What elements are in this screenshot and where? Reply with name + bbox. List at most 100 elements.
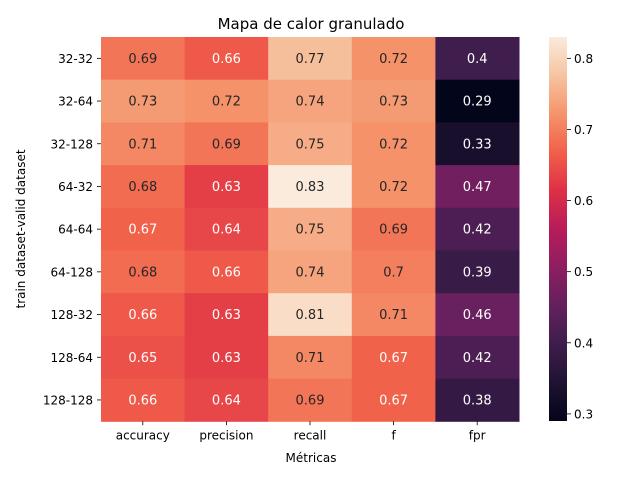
heatmap-cell — [184, 165, 269, 209]
cell-value-label: 0.39 — [463, 265, 492, 280]
heatmap-cell — [268, 122, 353, 166]
cell-value-label: 0.46 — [463, 308, 492, 323]
cell-value-label: 0.66 — [212, 52, 241, 67]
cell-value-label: 0.73 — [128, 95, 157, 110]
cell-value-label: 0.72 — [379, 52, 408, 67]
cell-value-label: 0.38 — [463, 393, 492, 408]
cell-value-label: 0.66 — [128, 393, 157, 408]
heatmap-cell — [268, 37, 353, 81]
cell-value-label: 0.66 — [212, 265, 241, 280]
cell-value-label: 0.42 — [463, 223, 492, 238]
x-axis-label: Métricas — [286, 451, 337, 465]
y-tick-label: 32-128 — [50, 137, 93, 151]
colorbar-tick-label: 0.6 — [574, 194, 593, 208]
heatmap-cell — [184, 122, 269, 166]
heatmap-cell — [101, 122, 186, 166]
heatmap-cell — [351, 335, 436, 380]
cell-value-label: 0.68 — [128, 180, 157, 195]
heatmap-cell — [351, 207, 436, 251]
cell-value-label: 0.29 — [463, 95, 492, 110]
heatmap-cell — [435, 293, 520, 337]
heatmap-cell — [351, 250, 436, 294]
cell-value-label: 0.67 — [128, 223, 157, 238]
cell-value-label: 0.47 — [463, 180, 492, 195]
heatmap-cell — [435, 250, 520, 294]
heatmap-cell — [268, 79, 353, 123]
y-tick-label: 32-64 — [58, 95, 93, 109]
heatmap-cell — [184, 250, 269, 294]
cell-value-label: 0.69 — [379, 223, 408, 238]
colorbar-gradient — [549, 37, 567, 421]
heatmap-cell — [184, 207, 269, 251]
heatmap-cell — [351, 378, 436, 422]
cell-value-label: 0.71 — [379, 308, 408, 323]
heatmap-cell — [101, 165, 186, 209]
y-tick-label: 64-64 — [58, 223, 93, 237]
heatmap-cell — [268, 335, 353, 380]
heatmap-cell — [435, 37, 520, 81]
heatmap-cell — [435, 79, 520, 123]
y-tick-label: 128-64 — [50, 351, 93, 365]
heatmap-cell — [351, 122, 436, 166]
heatmap-cell — [184, 293, 269, 337]
x-tick-label: accuracy — [116, 428, 170, 442]
heatmap-cell — [435, 335, 520, 380]
heatmap-cell — [351, 165, 436, 209]
heatmap-cell — [101, 293, 186, 337]
cell-value-label: 0.33 — [463, 137, 492, 152]
heatmap-cell — [101, 250, 186, 294]
heatmap-cell — [435, 207, 520, 251]
heatmap-cells: 0.69 0.66 0.77 0.72 0.4 0.73 0.72 0.74 0.73 0.29 0… — [101, 37, 520, 422]
colorbar: 0.3 0.4 0.5 0.6 0.7 0.8 — [549, 37, 593, 421]
heatmap-cell — [101, 79, 186, 123]
cell-value-label: 0.68 — [128, 265, 157, 280]
y-tick-labels: 32-32 32-64 32-128 64-32 64-64 64-128 128-32 12… — [43, 52, 101, 407]
colorbar-tick-label: 0.3 — [574, 407, 593, 421]
cell-value-label: 0.67 — [379, 351, 408, 366]
heatmap-cell — [435, 378, 520, 422]
heatmap-cell — [101, 207, 186, 251]
x-tick-label: recall — [294, 428, 327, 442]
cell-value-label: 0.69 — [296, 393, 325, 408]
cell-value-label: 0.81 — [296, 308, 325, 323]
heatmap-cell — [101, 378, 186, 422]
heatmap-cell — [268, 165, 353, 209]
chart-title: Mapa de calor granulado — [218, 15, 405, 33]
cell-value-label: 0.75 — [296, 223, 325, 238]
cell-value-label: 0.69 — [128, 52, 157, 67]
cell-value-label: 0.66 — [128, 308, 157, 323]
cell-value-label: 0.77 — [296, 52, 325, 67]
cell-value-label: 0.63 — [212, 308, 241, 323]
cell-value-label: 0.63 — [212, 351, 241, 366]
y-tick-label: 64-32 — [58, 180, 93, 194]
heatmap-cell — [268, 207, 353, 251]
colorbar-tick-label: 0.5 — [574, 265, 593, 279]
heatmap-cell — [268, 293, 353, 337]
heatmap-cell — [268, 378, 353, 422]
y-tick-label: 64-128 — [50, 265, 93, 279]
heatmap-cell — [268, 250, 353, 294]
heatmap-cell — [351, 79, 436, 123]
cell-value-label: 0.42 — [463, 351, 492, 366]
y-axis-label: train dataset-valid dataset — [14, 149, 28, 308]
y-tick-label: 128-128 — [43, 393, 93, 407]
heatmap-cell — [101, 37, 186, 81]
heatmap-cell — [101, 335, 186, 380]
cell-value-label: 0.83 — [296, 180, 325, 195]
cell-value-label: 0.4 — [467, 52, 488, 67]
cell-value-label: 0.73 — [379, 95, 408, 110]
cell-value-label: 0.74 — [296, 95, 325, 110]
heatmap-cell — [184, 378, 269, 422]
colorbar-tick-label: 0.7 — [574, 123, 593, 137]
x-tick-label: f — [391, 428, 396, 442]
cell-value-label: 0.72 — [212, 95, 241, 110]
cell-value-label: 0.63 — [212, 180, 241, 195]
heatmap-cell — [184, 37, 269, 81]
heatmap-cell — [351, 293, 436, 337]
heatmap-cell — [184, 79, 269, 123]
cell-value-label: 0.7 — [383, 265, 404, 280]
colorbar-tick-label: 0.4 — [574, 336, 593, 350]
cell-value-label: 0.75 — [296, 137, 325, 152]
cell-value-label: 0.72 — [379, 180, 408, 195]
